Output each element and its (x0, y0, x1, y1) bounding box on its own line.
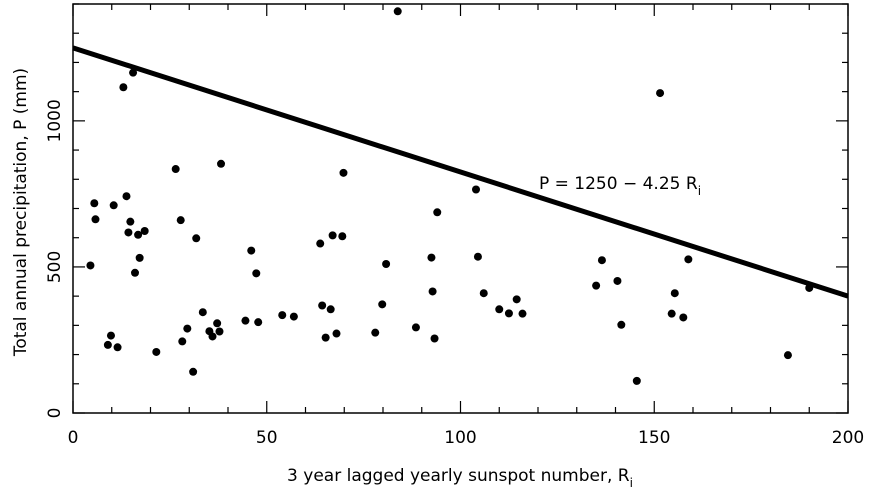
data-point (428, 287, 437, 296)
data-point (328, 231, 337, 240)
data-point (198, 308, 207, 317)
data-point (126, 217, 135, 226)
data-point (91, 215, 100, 224)
data-point (338, 232, 347, 241)
data-point (473, 252, 482, 261)
data-point (318, 301, 327, 310)
y-tick-label: 0 (45, 408, 65, 419)
fit-equation-text: P = 1250 − 4.25 R (539, 174, 698, 194)
data-point (613, 276, 622, 285)
y-axis-title: Total annual precipitation, P (mm) (11, 68, 31, 357)
data-point (124, 228, 133, 237)
data-point (152, 347, 161, 356)
data-point (278, 311, 287, 320)
data-point (667, 309, 676, 318)
data-point (316, 239, 325, 248)
data-point (371, 328, 380, 337)
data-point (332, 329, 341, 338)
x-axis-title: 3 year lagged yearly sunspot number, Ri (287, 466, 633, 490)
data-point (90, 199, 99, 208)
data-point (131, 268, 139, 277)
data-point (597, 256, 606, 265)
data-point (592, 281, 601, 290)
data-point (684, 255, 693, 264)
data-point (504, 309, 513, 318)
data-point (495, 305, 504, 314)
data-point (783, 351, 792, 360)
axis-ticks (72, 3, 849, 414)
data-point (339, 168, 348, 177)
x-axis-title-text: 3 year lagged yearly sunspot number, R (287, 466, 630, 486)
data-point (189, 367, 198, 376)
data-point (430, 334, 439, 343)
fit-line (72, 45, 849, 299)
data-point (393, 7, 402, 16)
data-point (247, 246, 256, 255)
plot-border (72, 3, 849, 414)
tick-labels: 0 50 100 150 200 0 500 1000 (45, 99, 864, 448)
data-point (213, 319, 222, 328)
y-tick-label: 1000 (45, 99, 65, 142)
data-point (215, 327, 224, 336)
data-point (656, 89, 665, 98)
data-point (632, 376, 641, 385)
data-point (113, 343, 122, 352)
x-tick-label: 150 (638, 428, 670, 448)
data-point (411, 323, 420, 332)
fit-line-group (72, 45, 849, 299)
data-point (254, 318, 263, 327)
data-point (241, 316, 250, 325)
x-tick-label: 200 (832, 428, 864, 448)
data-point (427, 253, 436, 262)
data-point (119, 83, 128, 92)
data-point (479, 289, 488, 298)
fit-equation-subscript: i (698, 184, 701, 198)
x-axis-title-subscript: i (630, 476, 633, 490)
data-point (518, 309, 527, 318)
data-point (321, 333, 330, 342)
plot-area (72, 3, 849, 414)
data-point (171, 165, 180, 174)
data-point (382, 260, 391, 269)
data-point (208, 332, 217, 341)
data-point (289, 312, 298, 321)
data-point (217, 159, 226, 168)
x-tick-label: 0 (68, 428, 79, 448)
data-point (106, 331, 115, 340)
data-point (103, 340, 112, 349)
data-point (670, 289, 679, 298)
data-point (378, 300, 387, 309)
y-tick-label: 500 (45, 251, 65, 283)
data-point (86, 261, 95, 270)
x-tick-label: 100 (444, 428, 476, 448)
data-points (86, 7, 814, 385)
data-point (679, 313, 688, 322)
data-point (512, 295, 521, 304)
data-point (122, 192, 131, 201)
data-point (617, 320, 626, 329)
x-tick-label: 50 (256, 428, 278, 448)
data-point (134, 230, 143, 239)
data-point (129, 68, 138, 77)
data-point (326, 305, 335, 314)
data-point (140, 226, 149, 235)
data-point (176, 216, 185, 225)
data-point (472, 185, 480, 194)
data-point (433, 208, 442, 217)
data-point (109, 201, 118, 210)
data-point (135, 253, 144, 262)
fit-equation-label: P = 1250 − 4.25 Ri (539, 174, 701, 198)
data-point (178, 337, 187, 346)
data-point (192, 234, 201, 243)
data-point (252, 269, 261, 278)
data-point (183, 324, 192, 333)
